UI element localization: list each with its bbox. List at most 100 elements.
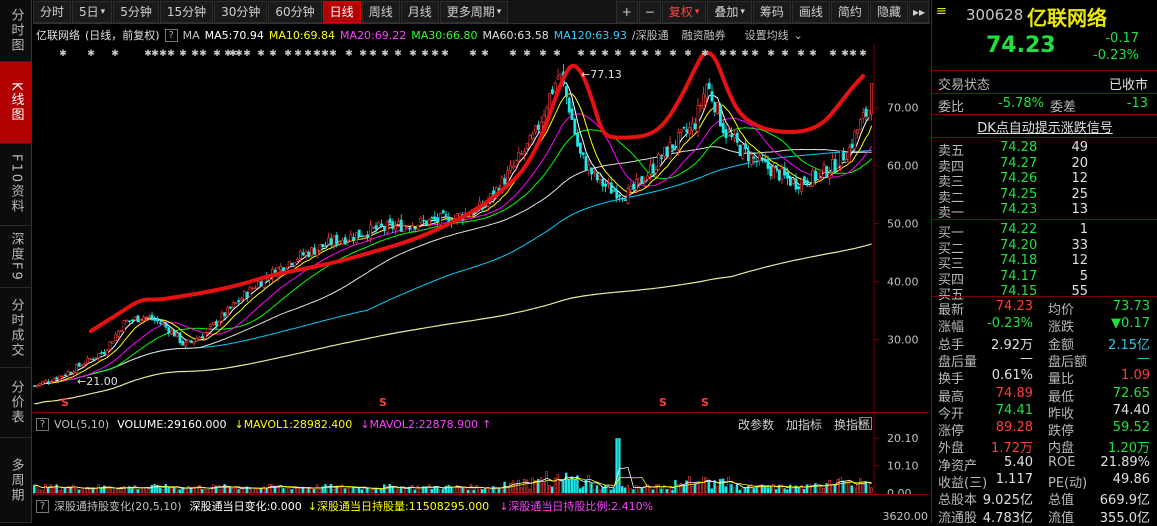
volume-bar	[690, 486, 694, 494]
volume-bar	[836, 479, 840, 494]
add-indicator-button[interactable]: 加指标	[785, 418, 822, 432]
nav-depth[interactable]: 深度F9	[0, 226, 32, 288]
candle-body	[542, 115, 546, 123]
candle-body	[254, 287, 258, 289]
help-icon[interactable]: ?	[36, 417, 49, 431]
close-icon[interactable]: ×	[859, 417, 872, 430]
margin-trading-link[interactable]: 融资融券	[681, 29, 726, 42]
volume-bar	[797, 487, 800, 494]
signal-marker: ✱	[654, 49, 662, 59]
candle-body	[217, 321, 221, 327]
candle-body	[189, 340, 193, 342]
period-30min[interactable]: 30分钟	[214, 0, 268, 23]
sgt-holdings-panel[interactable]: ? 深股通持股变化(20,5,10) 深股通当日变化:0.000 ↓ 深股通当日…	[33, 494, 930, 523]
hide-button[interactable]: 隐藏	[869, 0, 908, 23]
bid-row[interactable]: 买二 74.20 33	[932, 238, 1157, 257]
candle-body	[769, 166, 773, 177]
candle-body	[606, 182, 610, 185]
volume-bar	[88, 488, 92, 494]
candle-body	[212, 322, 216, 325]
nav-price-table[interactable]: 分价表	[0, 368, 32, 438]
volume-bar	[77, 489, 81, 494]
volume-bar	[170, 487, 173, 494]
bid-row[interactable]: 买四 74.17 5	[932, 269, 1157, 288]
volume-bar	[685, 480, 688, 494]
order-price: 74.28	[1000, 140, 1038, 155]
help-icon[interactable]: ?	[36, 499, 49, 513]
ask-row[interactable]: 卖三 74.26 12	[932, 171, 1157, 190]
quote-panel: ≡ 300628 亿联网络 74.23 -0.17 -0.23% 交易状态 已收…	[931, 0, 1157, 526]
volume-bar	[237, 489, 240, 494]
nav-kline[interactable]: K线图	[0, 62, 32, 144]
kline-chart[interactable]: 30.00 40.00 50.00 60.00 70.00 ✱ ✱ ✱ ✱ ✱ ✱ ✱ ✱ ✱ ✱ ✱ ✱ ✱ ✱ ✱…	[33, 44, 930, 412]
period-monthly[interactable]: 月线	[400, 0, 439, 23]
candle-body	[374, 225, 378, 230]
candle-body	[620, 197, 624, 200]
period-toolbar: 分时 5日 ▾ 5分钟 15分钟 30分钟 60分钟 日线 周线 月线 更多周期 ▾…	[33, 0, 930, 24]
draw-line-button[interactable]: 画线	[791, 0, 830, 23]
volume-bar	[716, 485, 719, 494]
menu-icon[interactable]: ≡	[936, 4, 947, 19]
candle-body	[598, 175, 602, 180]
ma20-value: MA20:69.22	[340, 28, 407, 42]
zoom-in-button[interactable]: +	[615, 0, 638, 23]
volume-buttons: 改参数 加指标 换指标	[726, 416, 870, 433]
period-daily[interactable]: 日线	[322, 0, 361, 23]
candle-body	[721, 123, 725, 134]
nav-arrows-icon[interactable]: ▸▸	[908, 0, 929, 23]
nav-timeshare[interactable]: 分时图	[0, 0, 32, 62]
nav-f10[interactable]: F10资料	[0, 144, 32, 226]
ask-row[interactable]: 卖二 74.25 25	[932, 187, 1157, 206]
stat-label: 均价	[1048, 303, 1075, 318]
nav-multi-period[interactable]: 多周期	[0, 438, 32, 523]
ask-row[interactable]: 卖四 74.27 20	[932, 156, 1157, 175]
volume-bar	[114, 488, 117, 494]
ma-settings-link[interactable]: 设置均线	[744, 29, 789, 42]
period-weekly[interactable]: 周线	[361, 0, 400, 23]
bid-row[interactable]: 买五 74.15 55	[932, 284, 1157, 303]
period-60min[interactable]: 60分钟	[268, 0, 322, 23]
volume-bar	[173, 487, 176, 494]
zoom-out-button[interactable]: −	[638, 0, 661, 23]
ask-row[interactable]: 卖五 74.28 49	[932, 140, 1157, 159]
volume-bar	[567, 479, 571, 494]
candle-body	[612, 190, 616, 192]
chips-button[interactable]: 筹码	[752, 0, 791, 23]
dk-signal-link[interactable]: DK点自动提示涨跌信号	[977, 121, 1113, 136]
volume-panel[interactable]: 0.00 10.10 20.10 ? VOL(5,10) VOLUME:29160.…	[33, 412, 930, 495]
volume-bar	[80, 489, 84, 494]
bid-row[interactable]: 买一 74.22 1	[932, 222, 1157, 241]
period-more[interactable]: 更多周期 ▾	[439, 0, 509, 23]
order-volume: 12	[1071, 253, 1088, 269]
volume-bar	[581, 486, 585, 494]
candle-body	[749, 154, 753, 166]
signal-marker: ✱	[589, 49, 597, 59]
period-5min[interactable]: 5分钟	[113, 0, 159, 23]
overlay-button[interactable]: 叠加 ▾	[707, 0, 752, 23]
edit-params-button[interactable]: 改参数	[737, 418, 774, 432]
period-15min[interactable]: 15分钟	[159, 0, 214, 23]
candle-body	[668, 142, 672, 159]
volume-bar	[646, 484, 649, 494]
candle-body	[595, 173, 599, 181]
stat-value: 355.0亿	[1099, 510, 1150, 526]
period-timeshare[interactable]: 分时	[33, 0, 72, 23]
y-tick-label: 70.00	[887, 102, 919, 115]
volume-bar	[590, 483, 593, 494]
nav-trades[interactable]: 分时成交	[0, 288, 32, 368]
volume-bar	[839, 477, 842, 494]
ask-row[interactable]: 卖一 74.23 13	[932, 202, 1157, 221]
trade-status-label: 交易状态	[938, 78, 991, 93]
candle-body	[438, 213, 442, 225]
simple-button[interactable]: 简约	[830, 0, 869, 23]
period-5day[interactable]: 5日 ▾	[72, 0, 113, 23]
switch-indicator-button[interactable]: 换指标	[833, 418, 870, 432]
adjust-button[interactable]: 复权 ▾	[661, 0, 707, 23]
sgt-label[interactable]: /深股通	[631, 29, 669, 42]
volume-bar	[413, 489, 417, 494]
help-icon[interactable]: ?	[164, 28, 178, 42]
sell-marker: S	[659, 396, 667, 409]
sell-marker: S	[61, 396, 69, 409]
signal-marker: ✱	[629, 49, 637, 59]
bid-row[interactable]: 买三 74.18 12	[932, 253, 1157, 272]
